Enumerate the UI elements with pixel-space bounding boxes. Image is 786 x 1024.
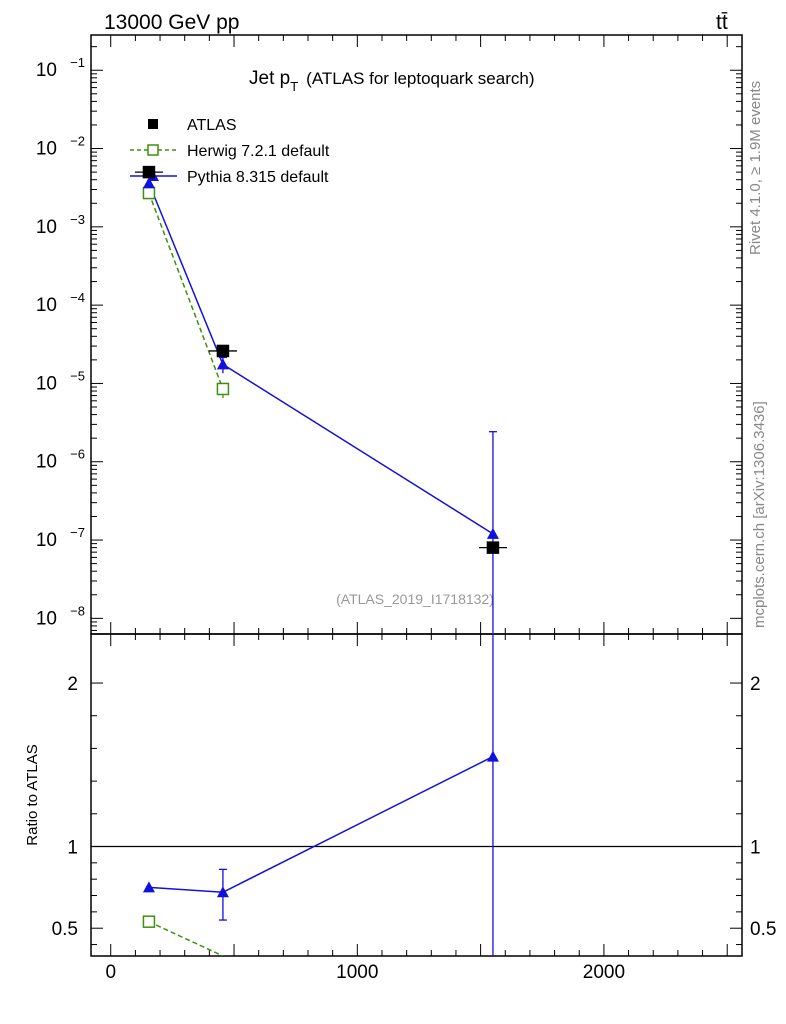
herwig-point — [142, 186, 156, 200]
herwig-line — [148, 192, 224, 390]
y-tick-label: 10 −4 — [36, 290, 85, 316]
ratio-y-tick-label: 2 — [67, 674, 78, 695]
main-data-layer — [134, 165, 507, 634]
pythia-point — [216, 358, 229, 370]
ratio-plot-frame — [90, 633, 743, 957]
y-tick-label: 10 −5 — [36, 368, 85, 394]
pythia-ratio-line — [148, 755, 494, 894]
ratio-y-tick-label-right: 2 — [750, 674, 761, 695]
pythia-ratio-point — [216, 886, 229, 898]
ratio-y-tick-label: 1 — [67, 837, 78, 858]
rivet-label: Rivet 4.1.0, ≥ 1.9M events — [747, 81, 764, 255]
y-tick-label: 10 −3 — [36, 212, 85, 238]
y-tick-label: 10 −1 — [36, 55, 85, 81]
pythia-point — [142, 177, 155, 189]
x-tick-label: 2000 — [583, 962, 625, 983]
ratio-y-tick-label: 0.5 — [52, 919, 78, 940]
legend-pythia-label: Pythia 8.315 default — [187, 169, 329, 186]
ratio-y-tick-label-right: 0.5 — [750, 919, 776, 940]
pythia-line — [148, 182, 494, 535]
header-process: tt̄ — [716, 11, 728, 34]
x-tick-label: 0 — [105, 962, 116, 983]
pythia-ratio-point — [142, 881, 155, 893]
title-subscript: T — [290, 79, 298, 94]
herwig-ratio-point — [142, 915, 156, 928]
ratio-clipped-group — [142, 634, 499, 956]
atlas-point — [486, 541, 500, 554]
pythia-point — [486, 527, 499, 539]
x-tick-label: 1000 — [336, 962, 378, 983]
header-energy: 13000 GeV pp — [104, 11, 239, 34]
axes-layer: 10 −8 10 −7 10 −6 10 −5 10 −4 10 −3 10 −2 10 −1 0 1000 200… — [36, 35, 776, 983]
y-tick-label: 10 −6 — [36, 447, 85, 473]
legend-atlas-label: ATLAS — [187, 117, 237, 134]
atlas-point — [142, 165, 156, 179]
analysis-watermark: (ATLAS_2019_I1718132) — [336, 591, 494, 607]
ratio-axis-label: Ratio to ATLAS — [24, 744, 41, 845]
y-tick-label: 10 −8 — [36, 603, 85, 629]
title-rest: (ATLAS for leptoquark search) — [306, 69, 534, 88]
y-tick-label: 10 −7 — [36, 525, 85, 551]
legend: ATLAS Herwig 7.2.1 default Pythia 8.315 … — [130, 117, 330, 186]
ratio-data-layer — [142, 634, 499, 956]
ratio-y-tick-label-right: 1 — [750, 837, 761, 858]
legend-herwig-label: Herwig 7.2.1 default — [187, 143, 330, 160]
mcplots-label: mcplots.cern.ch [arXiv:1306.3436] — [751, 401, 768, 628]
plot-title: Jet pT (ATLAS for leptoquark search) — [249, 68, 535, 94]
herwig-point — [216, 382, 230, 396]
legend-herwig-marker — [147, 144, 159, 156]
y-tick-label: 10 −2 — [36, 134, 85, 160]
title-main: Jet p — [249, 68, 290, 89]
atlas-point — [216, 344, 230, 358]
herwig-ratio-line — [148, 920, 224, 956]
pythia-ratio-point — [486, 750, 499, 762]
legend-atlas-marker — [148, 119, 158, 129]
